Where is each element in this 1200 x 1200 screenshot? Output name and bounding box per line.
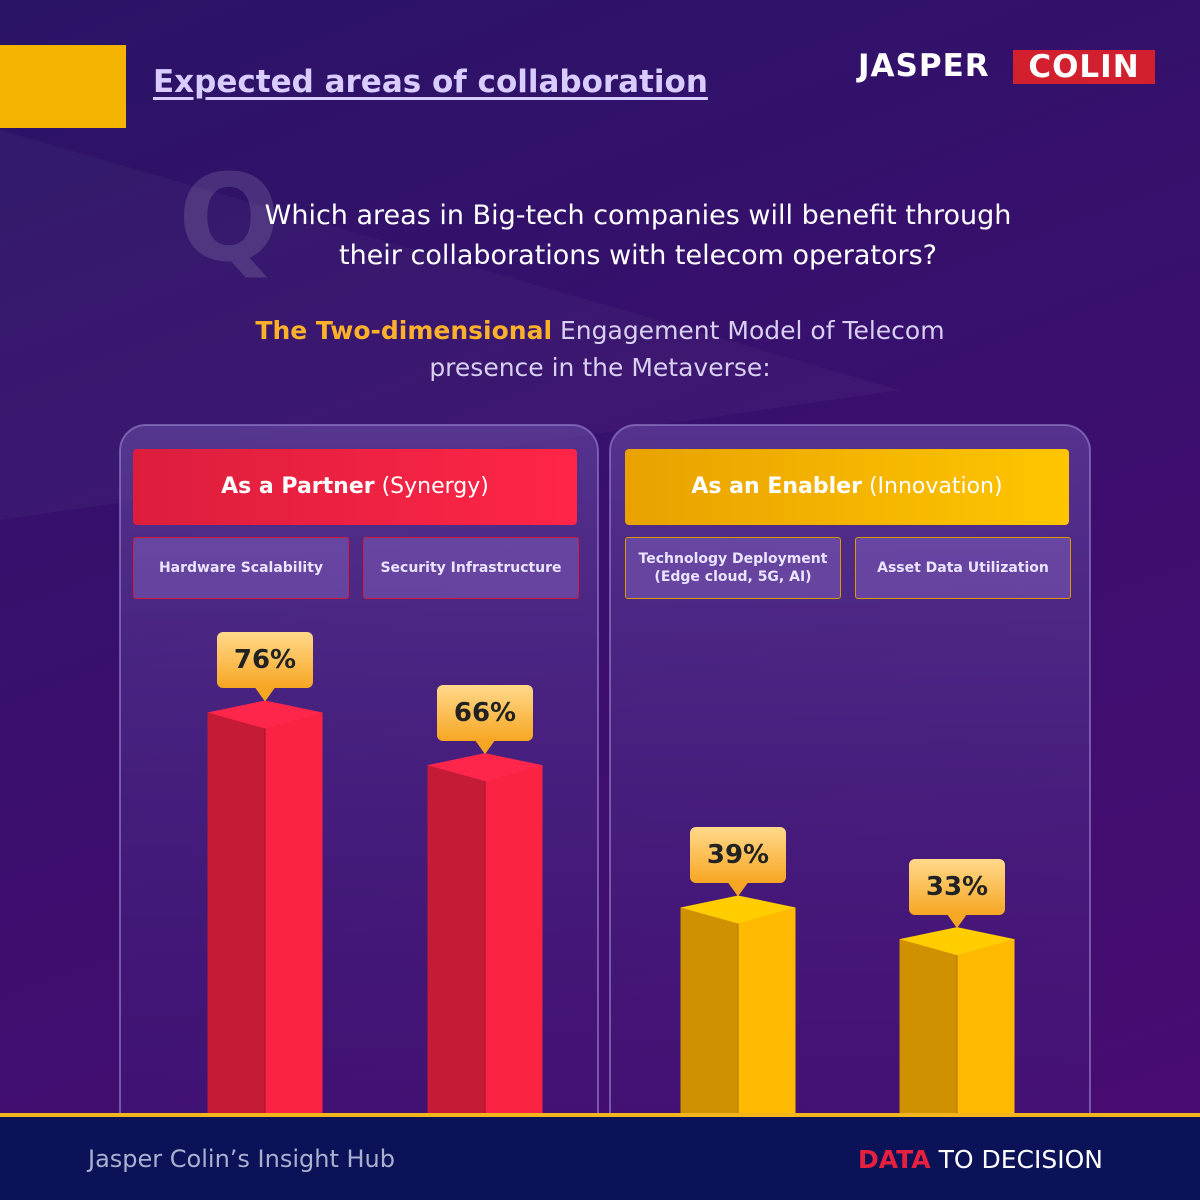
panel-title: As a Partner (221, 474, 375, 499)
bar-face (265, 712, 323, 1113)
bar-top (427, 753, 543, 782)
value-label: 66% (437, 685, 533, 742)
footer-highlight: DATA (858, 1145, 931, 1174)
bar-top (207, 700, 323, 729)
value-label: 33% (909, 859, 1005, 916)
label-pointer (728, 882, 748, 897)
label-pointer (947, 914, 967, 929)
bar-face (957, 939, 1015, 1113)
category-label: Hardware Scalability (133, 537, 349, 599)
category-label: Asset Data Utilization (855, 537, 1071, 599)
footer (0, 1113, 1200, 1200)
title: Expected areas of collaboration (153, 64, 708, 100)
footer-left: Jasper Colin’s Insight Hub (88, 1145, 395, 1173)
panel-header: As a Partner (Synergy) (133, 449, 577, 525)
category-label: Technology Deployment (Edge cloud, 5G, A… (625, 537, 841, 599)
header-accent (0, 45, 126, 128)
intro-highlight: The Two-dimensional (255, 316, 553, 345)
label-pointer (475, 740, 495, 755)
question: Which areas in Big-tech companies will b… (264, 200, 1012, 271)
value-label: 39% (690, 827, 786, 884)
bar-top (899, 927, 1015, 956)
brand: JASPER (858, 48, 990, 84)
question-mark: Q (178, 150, 281, 289)
intro-text: Engagement Model of Telecom presence in … (429, 316, 945, 382)
bar-top (680, 895, 796, 924)
bar-face (485, 765, 543, 1113)
panel-subtitle: (Synergy) (381, 474, 489, 499)
brand: COLIN (1013, 50, 1155, 84)
panel-header: As an Enabler (Innovation) (625, 449, 1069, 525)
footer-right: DATA TO DECISION (858, 1145, 1103, 1174)
bar-face (738, 907, 796, 1113)
category-label: Security Infrastructure (363, 537, 579, 599)
footer-text: TO DECISION (938, 1145, 1103, 1174)
label-pointer (255, 687, 275, 702)
intro: The Two-dimensional Engagement Model of … (220, 312, 980, 386)
panel-subtitle: (Innovation) (868, 474, 1003, 499)
panel-title: As an Enabler (691, 474, 862, 499)
value-label: 76% (217, 632, 313, 689)
